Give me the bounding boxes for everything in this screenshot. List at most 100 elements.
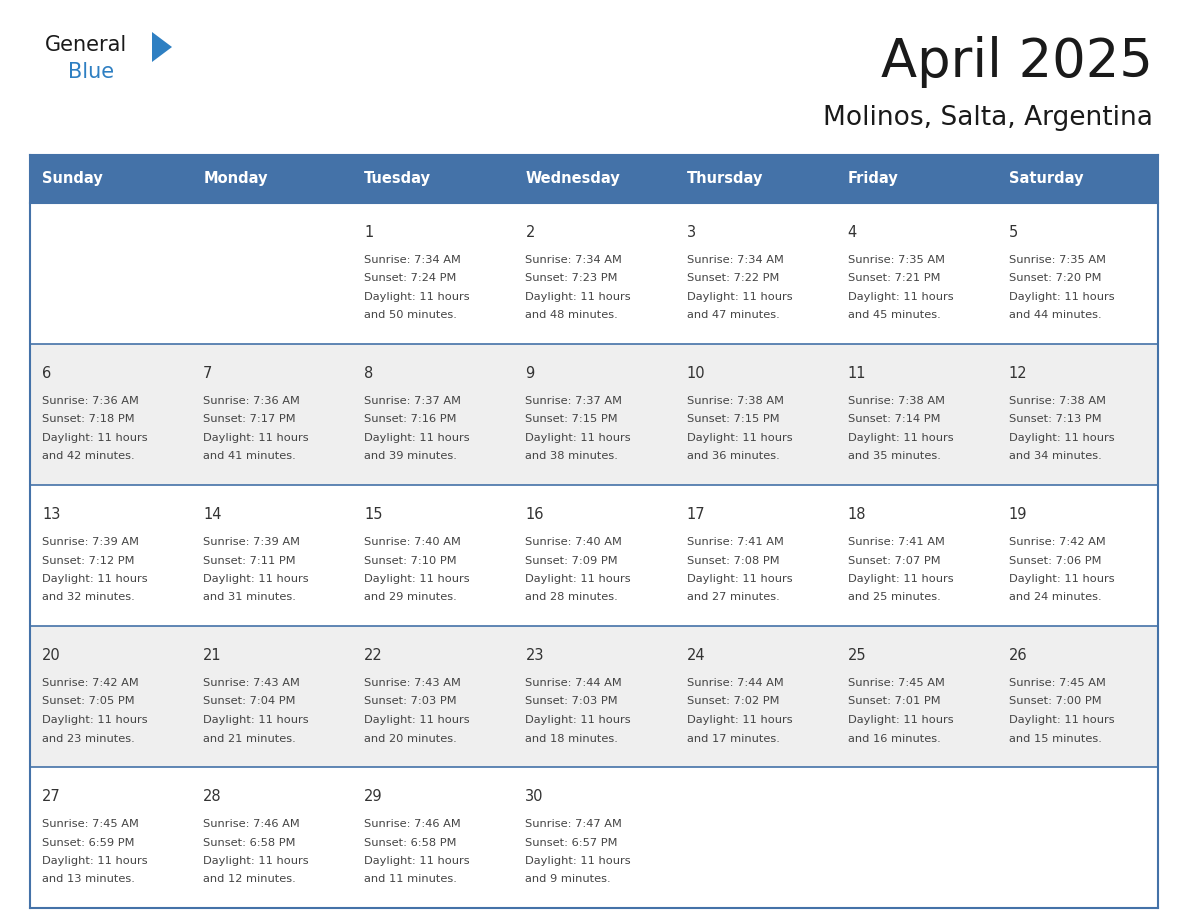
Text: Sunset: 7:24 PM: Sunset: 7:24 PM (365, 274, 456, 284)
Text: Wednesday: Wednesday (525, 172, 620, 186)
Text: and 34 minutes.: and 34 minutes. (1009, 452, 1101, 462)
Text: and 29 minutes.: and 29 minutes. (365, 592, 457, 602)
Text: and 28 minutes.: and 28 minutes. (525, 592, 618, 602)
Text: and 9 minutes.: and 9 minutes. (525, 875, 611, 885)
Text: and 38 minutes.: and 38 minutes. (525, 452, 618, 462)
Text: Sunset: 7:17 PM: Sunset: 7:17 PM (203, 415, 296, 424)
Text: Sunrise: 7:34 AM: Sunrise: 7:34 AM (687, 255, 783, 265)
Text: 29: 29 (365, 789, 383, 804)
Text: Sunset: 7:20 PM: Sunset: 7:20 PM (1009, 274, 1101, 284)
Text: Daylight: 11 hours: Daylight: 11 hours (365, 433, 470, 443)
Text: 12: 12 (1009, 366, 1028, 381)
Text: and 25 minutes.: and 25 minutes. (848, 592, 941, 602)
Text: Sunrise: 7:46 AM: Sunrise: 7:46 AM (365, 819, 461, 829)
Text: and 45 minutes.: and 45 minutes. (848, 310, 941, 320)
Text: Sunset: 7:21 PM: Sunset: 7:21 PM (848, 274, 940, 284)
Bar (30, 344, 1158, 485)
Bar (30, 203, 1158, 344)
Text: Daylight: 11 hours: Daylight: 11 hours (365, 715, 470, 725)
Text: Sunrise: 7:36 AM: Sunrise: 7:36 AM (203, 396, 301, 406)
Text: Blue: Blue (68, 62, 114, 82)
Text: and 15 minutes.: and 15 minutes. (1009, 733, 1101, 744)
Text: 2: 2 (525, 225, 535, 240)
Text: Sunrise: 7:44 AM: Sunrise: 7:44 AM (525, 678, 623, 688)
Text: Sunrise: 7:36 AM: Sunrise: 7:36 AM (42, 396, 139, 406)
Text: Friday: Friday (848, 172, 898, 186)
Text: General: General (45, 35, 127, 55)
Text: Sunrise: 7:45 AM: Sunrise: 7:45 AM (42, 819, 139, 829)
Text: Sunset: 7:03 PM: Sunset: 7:03 PM (365, 697, 457, 707)
Text: Daylight: 11 hours: Daylight: 11 hours (687, 433, 792, 443)
Text: Daylight: 11 hours: Daylight: 11 hours (42, 856, 147, 866)
Text: Sunrise: 7:34 AM: Sunrise: 7:34 AM (525, 255, 623, 265)
Text: Sunrise: 7:45 AM: Sunrise: 7:45 AM (1009, 678, 1106, 688)
Text: Sunset: 7:11 PM: Sunset: 7:11 PM (203, 555, 296, 565)
Text: Sunrise: 7:41 AM: Sunrise: 7:41 AM (687, 537, 783, 547)
Polygon shape (152, 32, 172, 62)
Text: Sunset: 7:15 PM: Sunset: 7:15 PM (687, 415, 779, 424)
Text: Sunrise: 7:39 AM: Sunrise: 7:39 AM (203, 537, 301, 547)
Text: and 17 minutes.: and 17 minutes. (687, 733, 779, 744)
Text: Daylight: 11 hours: Daylight: 11 hours (203, 433, 309, 443)
Text: and 31 minutes.: and 31 minutes. (203, 592, 296, 602)
Text: Daylight: 11 hours: Daylight: 11 hours (42, 715, 147, 725)
Text: Sunset: 7:09 PM: Sunset: 7:09 PM (525, 555, 618, 565)
Text: Daylight: 11 hours: Daylight: 11 hours (1009, 292, 1114, 302)
Text: Sunset: 7:01 PM: Sunset: 7:01 PM (848, 697, 941, 707)
Text: and 48 minutes.: and 48 minutes. (525, 310, 618, 320)
Text: Daylight: 11 hours: Daylight: 11 hours (42, 574, 147, 584)
Text: 27: 27 (42, 789, 61, 804)
Text: 15: 15 (365, 507, 383, 522)
Text: 18: 18 (848, 507, 866, 522)
Text: Sunset: 7:07 PM: Sunset: 7:07 PM (848, 555, 941, 565)
Text: Sunset: 6:59 PM: Sunset: 6:59 PM (42, 837, 134, 847)
Text: 11: 11 (848, 366, 866, 381)
Text: Sunday: Sunday (42, 172, 102, 186)
Text: Daylight: 11 hours: Daylight: 11 hours (525, 433, 631, 443)
Text: Daylight: 11 hours: Daylight: 11 hours (365, 574, 470, 584)
Text: Daylight: 11 hours: Daylight: 11 hours (365, 292, 470, 302)
Text: Sunrise: 7:46 AM: Sunrise: 7:46 AM (203, 819, 299, 829)
Text: Sunrise: 7:38 AM: Sunrise: 7:38 AM (687, 396, 784, 406)
Text: 3: 3 (687, 225, 696, 240)
Text: Sunset: 7:18 PM: Sunset: 7:18 PM (42, 415, 134, 424)
Text: Daylight: 11 hours: Daylight: 11 hours (687, 715, 792, 725)
Text: 17: 17 (687, 507, 706, 522)
Text: and 20 minutes.: and 20 minutes. (365, 733, 457, 744)
Text: 9: 9 (525, 366, 535, 381)
Text: Sunset: 7:02 PM: Sunset: 7:02 PM (687, 697, 779, 707)
Text: Sunrise: 7:47 AM: Sunrise: 7:47 AM (525, 819, 623, 829)
Text: and 27 minutes.: and 27 minutes. (687, 592, 779, 602)
Text: 16: 16 (525, 507, 544, 522)
Text: Daylight: 11 hours: Daylight: 11 hours (848, 292, 953, 302)
Text: and 16 minutes.: and 16 minutes. (848, 733, 941, 744)
Text: Daylight: 11 hours: Daylight: 11 hours (1009, 574, 1114, 584)
Text: Sunset: 7:22 PM: Sunset: 7:22 PM (687, 274, 779, 284)
Text: 1: 1 (365, 225, 373, 240)
Text: Sunset: 7:15 PM: Sunset: 7:15 PM (525, 415, 618, 424)
Text: 23: 23 (525, 648, 544, 663)
Text: 28: 28 (203, 789, 222, 804)
Text: and 44 minutes.: and 44 minutes. (1009, 310, 1101, 320)
Text: Daylight: 11 hours: Daylight: 11 hours (848, 715, 953, 725)
Text: Daylight: 11 hours: Daylight: 11 hours (203, 856, 309, 866)
Text: Sunset: 7:00 PM: Sunset: 7:00 PM (1009, 697, 1101, 707)
Text: 19: 19 (1009, 507, 1028, 522)
Text: 26: 26 (1009, 648, 1028, 663)
Text: Sunrise: 7:43 AM: Sunrise: 7:43 AM (203, 678, 301, 688)
Text: Sunrise: 7:45 AM: Sunrise: 7:45 AM (848, 678, 944, 688)
Text: Daylight: 11 hours: Daylight: 11 hours (365, 856, 470, 866)
Text: 4: 4 (848, 225, 857, 240)
Text: Daylight: 11 hours: Daylight: 11 hours (525, 715, 631, 725)
Text: 10: 10 (687, 366, 706, 381)
Text: Molinos, Salta, Argentina: Molinos, Salta, Argentina (823, 105, 1154, 131)
Text: and 35 minutes.: and 35 minutes. (848, 452, 941, 462)
Text: Sunrise: 7:37 AM: Sunrise: 7:37 AM (365, 396, 461, 406)
Text: Sunset: 6:57 PM: Sunset: 6:57 PM (525, 837, 618, 847)
Text: and 41 minutes.: and 41 minutes. (203, 452, 296, 462)
Text: Saturday: Saturday (1009, 172, 1083, 186)
Text: Sunset: 7:04 PM: Sunset: 7:04 PM (203, 697, 296, 707)
Text: Sunrise: 7:38 AM: Sunrise: 7:38 AM (848, 396, 944, 406)
Text: Sunset: 6:58 PM: Sunset: 6:58 PM (365, 837, 456, 847)
Bar (30, 485, 1158, 626)
